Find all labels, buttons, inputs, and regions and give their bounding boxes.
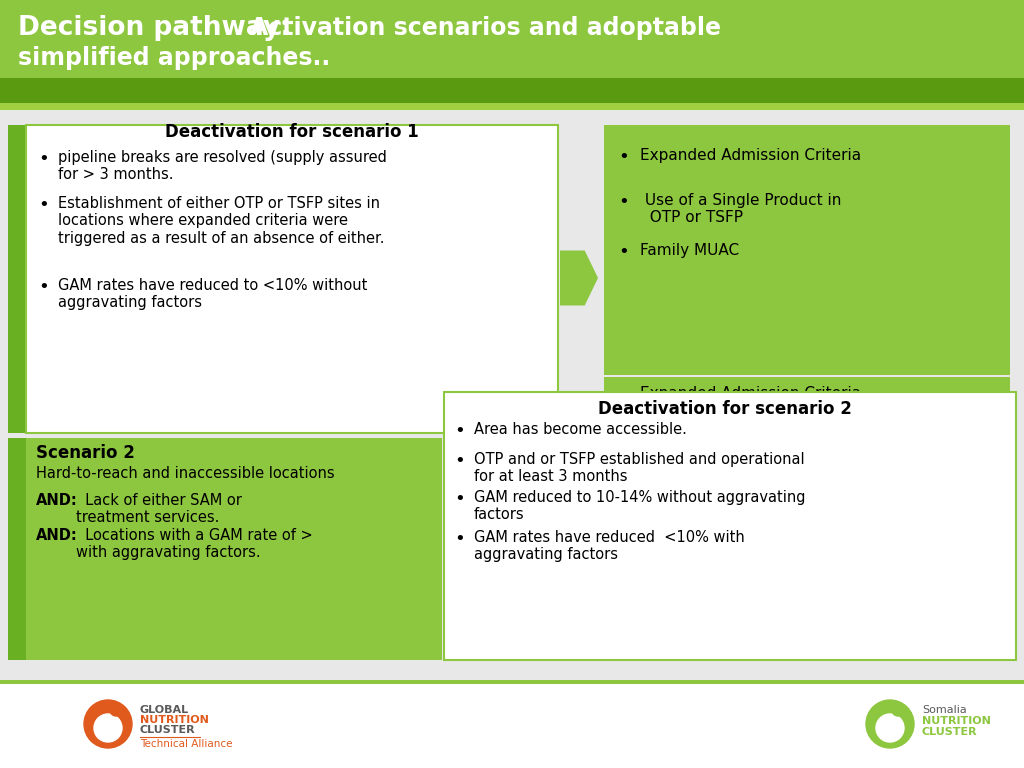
Text: Use of a Single Product in
  OTP or TSFP: Use of a Single Product in OTP or TSFP xyxy=(640,193,842,225)
Text: Deactivation for scenario 1: Deactivation for scenario 1 xyxy=(165,123,419,141)
Circle shape xyxy=(84,700,132,748)
Bar xyxy=(8,125,26,433)
Text: •: • xyxy=(618,386,629,404)
Text: CLUSTER: CLUSTER xyxy=(140,725,196,735)
Text: Hard-to-reach and inaccessible locations: Hard-to-reach and inaccessible locations xyxy=(36,466,335,481)
Text: Deactivation for scenario 2: Deactivation for scenario 2 xyxy=(598,400,852,418)
Bar xyxy=(0,103,1024,110)
Text: •: • xyxy=(454,452,465,470)
Bar xyxy=(8,438,26,660)
Bar xyxy=(0,680,1024,768)
Text: NUTRITION: NUTRITION xyxy=(140,715,209,725)
Text: GAM reduced to 10-14% without aggravating
factors: GAM reduced to 10-14% without aggravatin… xyxy=(474,490,806,522)
Bar xyxy=(0,0,1024,105)
Bar xyxy=(0,680,1024,684)
Polygon shape xyxy=(560,250,598,306)
Bar xyxy=(0,0,1024,78)
Text: Decision pathway:: Decision pathway: xyxy=(18,15,291,41)
Text: Technical Alliance: Technical Alliance xyxy=(140,739,232,749)
FancyBboxPatch shape xyxy=(26,125,558,433)
Circle shape xyxy=(94,714,122,742)
Text: •: • xyxy=(618,243,629,261)
Text: Scenario 2: Scenario 2 xyxy=(36,444,135,462)
Text: •: • xyxy=(38,150,49,168)
Circle shape xyxy=(110,704,122,716)
Text: Locations with a GAM rate of >
with aggravating factors.: Locations with a GAM rate of > with aggr… xyxy=(76,528,312,561)
Text: •: • xyxy=(618,193,629,211)
Text: Family MUAC: Family MUAC xyxy=(640,243,739,258)
Text: NUTRITION: NUTRITION xyxy=(922,716,991,726)
Text: GAM rates have reduced  <10% with
aggravating factors: GAM rates have reduced <10% with aggrava… xyxy=(474,530,744,562)
Text: Expanded Admission Criteria: Expanded Admission Criteria xyxy=(640,386,861,401)
Text: AND:: AND: xyxy=(36,493,78,508)
Text: Somalia: Somalia xyxy=(922,705,967,715)
Text: Expanded Admission Criteria: Expanded Admission Criteria xyxy=(640,148,861,163)
Text: CLUSTER: CLUSTER xyxy=(922,727,978,737)
Bar xyxy=(0,110,1024,680)
Text: •: • xyxy=(38,278,49,296)
Text: Lack of either SAM or
treatment services.: Lack of either SAM or treatment services… xyxy=(76,493,242,525)
Text: Area has become accessible.: Area has become accessible. xyxy=(474,422,687,437)
Text: •: • xyxy=(454,422,465,440)
Circle shape xyxy=(876,714,904,742)
Text: •: • xyxy=(454,490,465,508)
Text: GAM rates have reduced to <10% without
aggravating factors: GAM rates have reduced to <10% without a… xyxy=(58,278,368,310)
FancyBboxPatch shape xyxy=(444,392,1016,660)
Text: •: • xyxy=(618,148,629,166)
Text: •: • xyxy=(454,530,465,548)
Circle shape xyxy=(866,700,914,748)
Text: GLOBAL: GLOBAL xyxy=(140,705,189,715)
Circle shape xyxy=(892,704,904,716)
Text: pipeline breaks are resolved (supply assured
for > 3 months.: pipeline breaks are resolved (supply ass… xyxy=(58,150,387,183)
Text: Activation scenarios and adoptable: Activation scenarios and adoptable xyxy=(250,16,721,40)
Text: OTP and or TSFP established and operational
for at least 3 months: OTP and or TSFP established and operatio… xyxy=(474,452,805,485)
Text: Establishment of either OTP or TSFP sites in
locations where expanded criteria w: Establishment of either OTP or TSFP site… xyxy=(58,196,384,246)
Bar xyxy=(604,377,1010,660)
Bar xyxy=(604,125,1010,375)
Text: simplified approaches..: simplified approaches.. xyxy=(18,46,331,70)
Bar xyxy=(26,438,442,660)
Text: AND:: AND: xyxy=(36,528,78,543)
Text: •: • xyxy=(38,196,49,214)
